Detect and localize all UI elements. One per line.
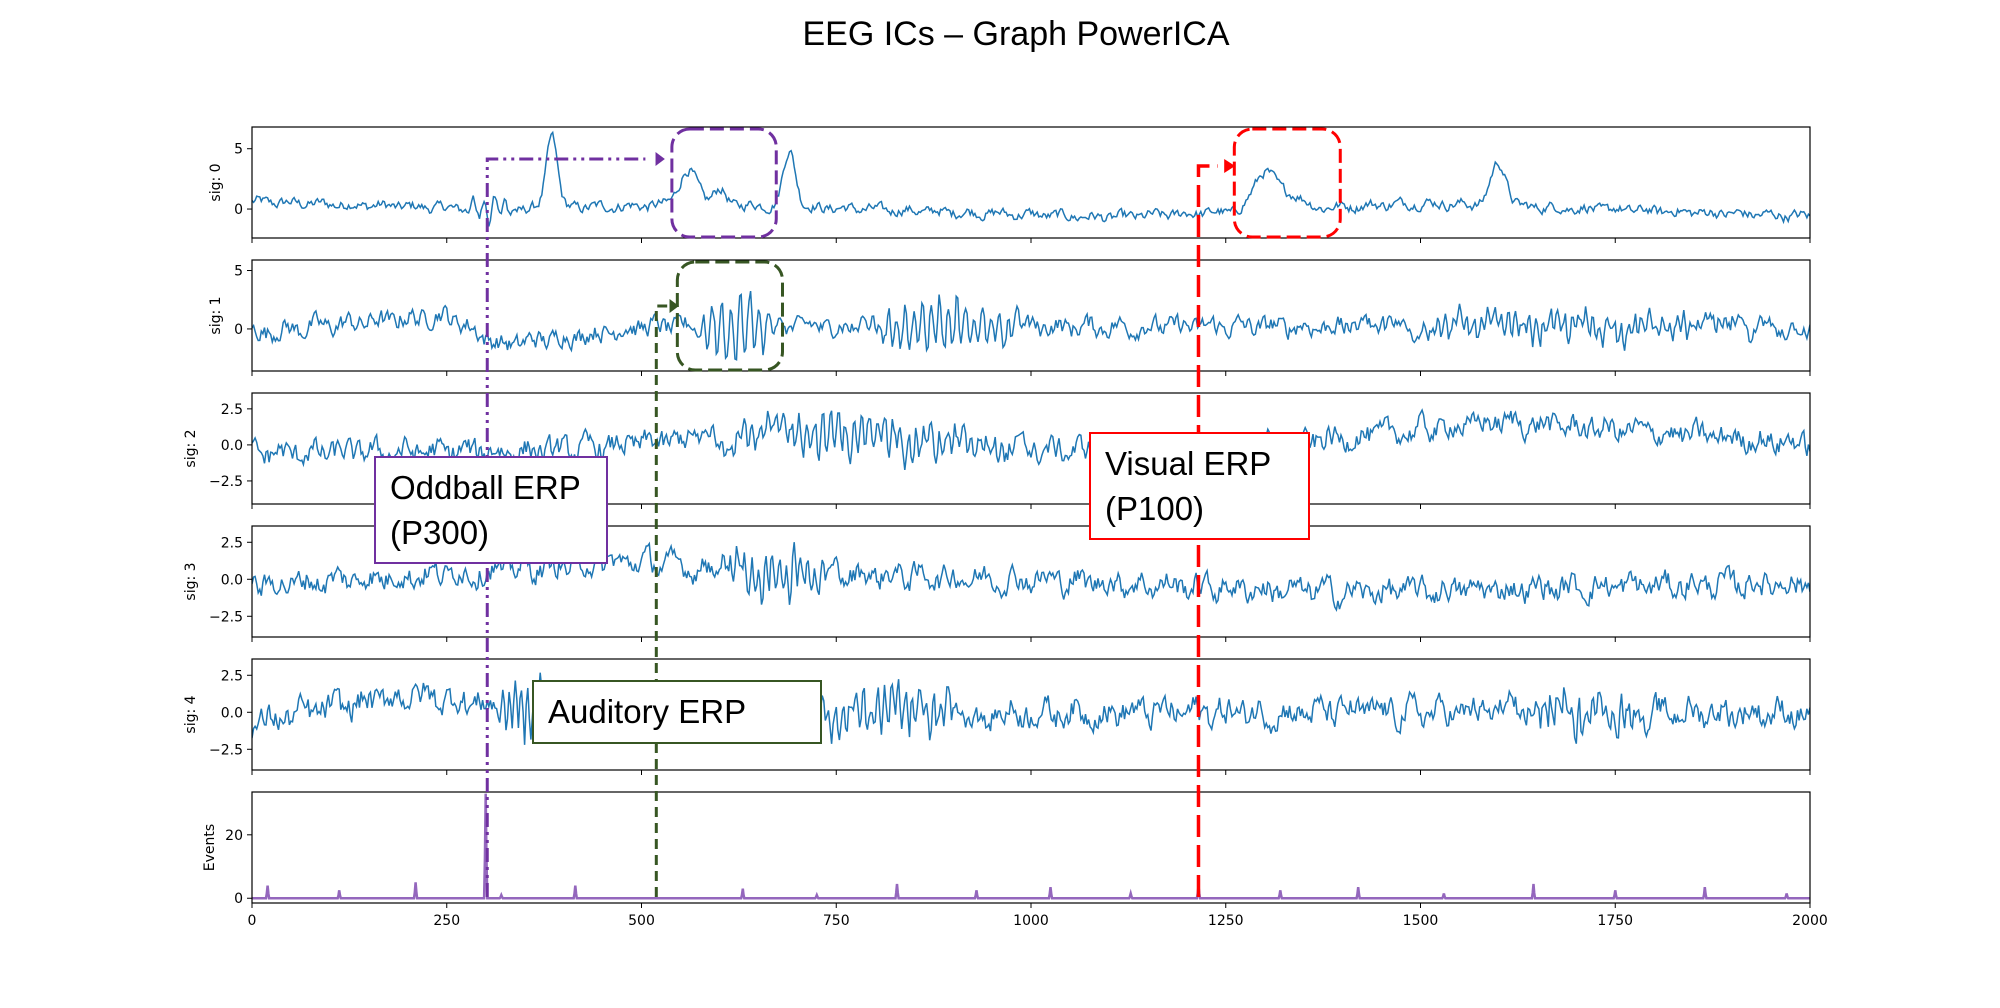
x-tick-label: 1500 xyxy=(1403,913,1439,929)
y-tick-label: 5 xyxy=(234,142,243,158)
y-tick-label: 2.5 xyxy=(221,535,243,551)
y-tick-label: 0 xyxy=(234,202,243,218)
y-tick-label: −2.5 xyxy=(209,609,243,625)
annotation-text: (P300) xyxy=(390,514,489,551)
panel-sig-1: 5 0 sig: 1 xyxy=(208,259,1811,372)
x-tick-label: 500 xyxy=(628,913,655,929)
x-tick-label: 1000 xyxy=(1013,913,1049,929)
y-tick-label: 0.0 xyxy=(221,438,243,454)
y-tick-label: 0 xyxy=(234,891,243,907)
y-tick-label: 0.0 xyxy=(221,572,243,588)
annotation-box xyxy=(1089,432,1310,540)
annotation-label: Oddball ERP (P300) xyxy=(374,456,608,564)
y-axis-label: sig: 4 xyxy=(183,695,199,733)
oddball-marker-line xyxy=(485,157,646,897)
annotation-box xyxy=(374,456,608,564)
auditory-marker-line xyxy=(654,304,668,897)
events-trace xyxy=(252,793,1810,900)
arrow-head xyxy=(1224,159,1236,173)
annotation-text: Auditory ERP xyxy=(548,693,746,730)
x-tick-label: 250 xyxy=(433,913,460,929)
auditory-highlight-box xyxy=(675,260,784,372)
annotation-text: (P100) xyxy=(1105,490,1204,527)
y-axis-label: sig: 0 xyxy=(208,163,224,201)
visual-marker-line xyxy=(1196,164,1218,897)
x-axis: 0 250 500 750 1000 1250 1500 1750 2000 xyxy=(248,238,1828,929)
annotation-label: Visual ERP (P100) xyxy=(1089,432,1310,540)
signal-trace xyxy=(252,541,1810,612)
panel-frame xyxy=(251,658,1811,771)
arrow-head xyxy=(669,299,679,313)
y-tick-label: 0.0 xyxy=(221,705,243,721)
x-tick-label: 750 xyxy=(823,913,850,929)
x-tick-label: 1250 xyxy=(1208,913,1244,929)
panel-frame xyxy=(251,126,1811,239)
y-tick-label: −2.5 xyxy=(209,742,243,758)
y-tick-label: 20 xyxy=(225,828,243,844)
y-tick-label: 0 xyxy=(234,322,243,338)
panel-sig-0: 5 0 sig: 0 xyxy=(208,126,1811,239)
signal-trace xyxy=(252,290,1810,361)
oddball-highlight-box xyxy=(670,127,778,239)
annotation-text: Oddball ERP xyxy=(390,469,581,506)
x-tick-label: 2000 xyxy=(1792,913,1828,929)
y-tick-label: 2.5 xyxy=(221,402,243,418)
visual-highlight-box xyxy=(1232,127,1342,239)
y-axis-label: Events xyxy=(202,824,218,871)
erp-annotations: Oddball ERP (P300) Visual ERP (P100) Auditor… xyxy=(374,127,1342,897)
y-tick-label: 2.5 xyxy=(221,668,243,684)
y-axis-label: sig: 3 xyxy=(183,562,199,600)
panel-sig-4: 2.5 0.0 −2.5 sig: 4 xyxy=(183,658,1811,771)
annotation-box xyxy=(532,680,822,744)
y-axis-label: sig: 1 xyxy=(208,296,224,334)
annotation-text: Visual ERP xyxy=(1105,445,1271,482)
y-tick-label: −2.5 xyxy=(209,474,243,490)
panel-events: 20 0 Events xyxy=(202,791,1811,907)
x-tick-label: 1750 xyxy=(1597,913,1633,929)
signal-trace xyxy=(252,672,1810,745)
y-tick-label: 5 xyxy=(234,264,243,280)
panel-frame xyxy=(251,259,1811,372)
arrow-head xyxy=(655,152,665,166)
x-tick-label: 0 xyxy=(248,913,257,929)
signal-trace xyxy=(252,130,1810,227)
y-axis-label: sig: 2 xyxy=(183,429,199,467)
annotation-label: Auditory ERP xyxy=(532,680,822,744)
chart-title: EEG ICs – Graph PowerICA xyxy=(802,15,1229,53)
